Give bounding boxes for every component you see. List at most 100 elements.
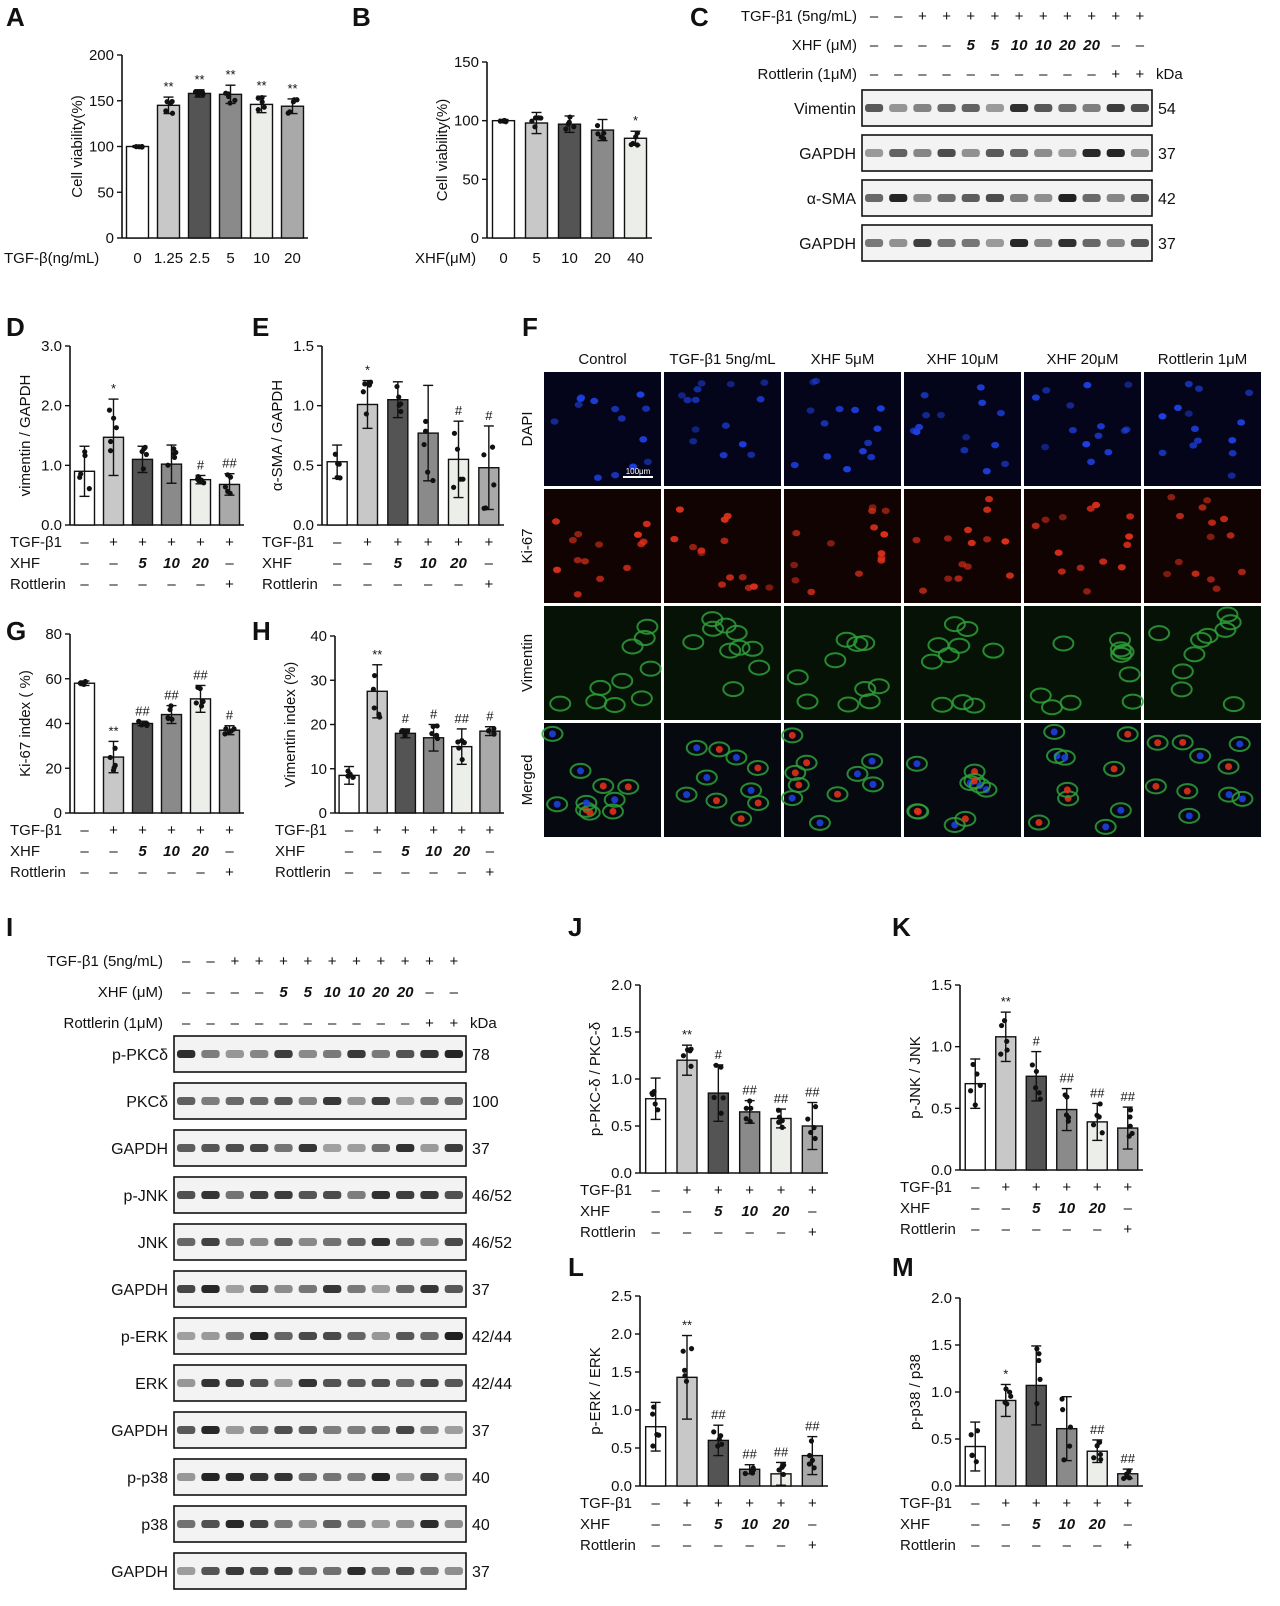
cell-nucleus (870, 524, 879, 531)
blot-band (225, 1050, 244, 1058)
treatment-cell: – (394, 576, 403, 593)
y-tick-label: 150 (89, 93, 114, 110)
blot-strip (173, 1223, 467, 1261)
micrograph-tile (781, 723, 901, 837)
blot-condition-cell: – (255, 984, 264, 1001)
significance-label: * (365, 363, 370, 378)
data-point (1008, 1393, 1014, 1399)
cell-nucleus (961, 815, 969, 823)
cell-nucleus (760, 379, 769, 386)
cell-nucleus (617, 415, 626, 422)
treatment-row-label: Rottlerin (262, 576, 318, 593)
data-point (337, 475, 343, 481)
treatment-row-label: Rottlerin (580, 1224, 636, 1241)
blot-band (371, 1050, 390, 1058)
treatment-cell: – (333, 555, 342, 572)
data-point (715, 1443, 721, 1449)
blot-band (347, 1473, 366, 1481)
blot-strip (173, 1035, 467, 1073)
treatment-cell: – (683, 1224, 692, 1241)
blot-condition-cell: – (255, 1015, 264, 1032)
treatment-cell: 20 (772, 1203, 790, 1220)
blot-band (371, 1567, 390, 1575)
micrograph-background (1144, 372, 1261, 486)
cell-nucleus (913, 807, 921, 815)
cell-nucleus (754, 764, 762, 772)
data-point (430, 723, 436, 730)
treatment-cell: 20 (452, 843, 470, 860)
treatment-cell: – (971, 1495, 980, 1512)
micrograph-tile (904, 489, 1021, 603)
cell-outline (719, 642, 742, 659)
blot-condition-cell: – (894, 8, 903, 25)
cell-outline (786, 669, 809, 686)
data-point (193, 700, 199, 706)
y-tick-label: 0.5 (611, 1118, 632, 1135)
cell-nucleus (744, 584, 753, 591)
blot-condition-cell: 20 (1082, 37, 1100, 54)
treatment-cell: + (109, 822, 118, 839)
data-point (1032, 1085, 1039, 1091)
micrograph-column-label: Control (578, 351, 626, 368)
cell-outline (963, 772, 986, 789)
micrograph-row-label: Ki-67 (519, 528, 536, 563)
data-point (422, 428, 429, 434)
cell-outline (963, 697, 986, 714)
treatment-cell: 20 (1088, 1200, 1106, 1217)
treatment-cell: – (80, 864, 89, 881)
data-point (394, 383, 400, 390)
treatment-cell: + (138, 822, 147, 839)
treatment-cell: – (1002, 1537, 1011, 1554)
cell-nucleus (581, 558, 590, 565)
blot-band (347, 1050, 366, 1058)
data-point (195, 473, 201, 480)
cell-nucleus (577, 767, 585, 775)
blot-condition-cell: + (376, 953, 385, 970)
data-point (1067, 1424, 1074, 1430)
blot-kda-label: 42/44 (472, 1376, 512, 1393)
data-point (1126, 1468, 1132, 1474)
cell-nucleus (912, 536, 921, 544)
y-tick-label: 2.0 (41, 398, 62, 415)
significance-label: # (226, 708, 234, 723)
treatment-cell: 10 (1058, 1516, 1075, 1533)
data-point (1127, 1114, 1133, 1120)
cell-outline (1059, 694, 1082, 711)
cell-nucleus (1228, 437, 1237, 444)
data-point (400, 728, 406, 734)
significance-label: ## (774, 1091, 789, 1106)
blot-condition-cell: + (1015, 8, 1024, 25)
micrograph-background (904, 372, 1021, 486)
blot-strip (861, 224, 1153, 262)
blot-band (225, 1097, 244, 1105)
significance-label: ## (193, 667, 208, 682)
treatment-row-label: Rottlerin (900, 1221, 956, 1238)
y-tick-label: 0 (471, 230, 479, 247)
blot-band (420, 1144, 439, 1152)
blot-band (371, 1097, 390, 1105)
cell-nucleus (1190, 425, 1199, 433)
micrograph-tile (1144, 372, 1261, 486)
cell-outline (1178, 807, 1201, 824)
y-tick-label: 3.0 (41, 338, 62, 355)
y-tick-label: 2.0 (611, 1326, 632, 1343)
data-point (1090, 1122, 1097, 1128)
cell-nucleus (873, 425, 882, 432)
cell-nucleus (1066, 402, 1075, 409)
significance-label: ## (774, 1444, 789, 1459)
blot-band (444, 1285, 463, 1293)
y-tick-label: 1.5 (611, 1024, 632, 1041)
data-point (107, 754, 113, 761)
cell-outline (906, 803, 929, 820)
treatment-cell: – (454, 576, 463, 593)
cell-nucleus (693, 744, 701, 752)
blot-band (961, 194, 980, 202)
treatment-cell: + (1062, 1495, 1071, 1512)
micrograph-tile (904, 606, 1021, 720)
blot-band (274, 1426, 293, 1434)
cell-nucleus (1158, 449, 1167, 457)
panel-letter-a: A (6, 2, 25, 32)
cell-nucleus (718, 581, 727, 588)
y-tick-label: 0.0 (611, 1165, 632, 1182)
